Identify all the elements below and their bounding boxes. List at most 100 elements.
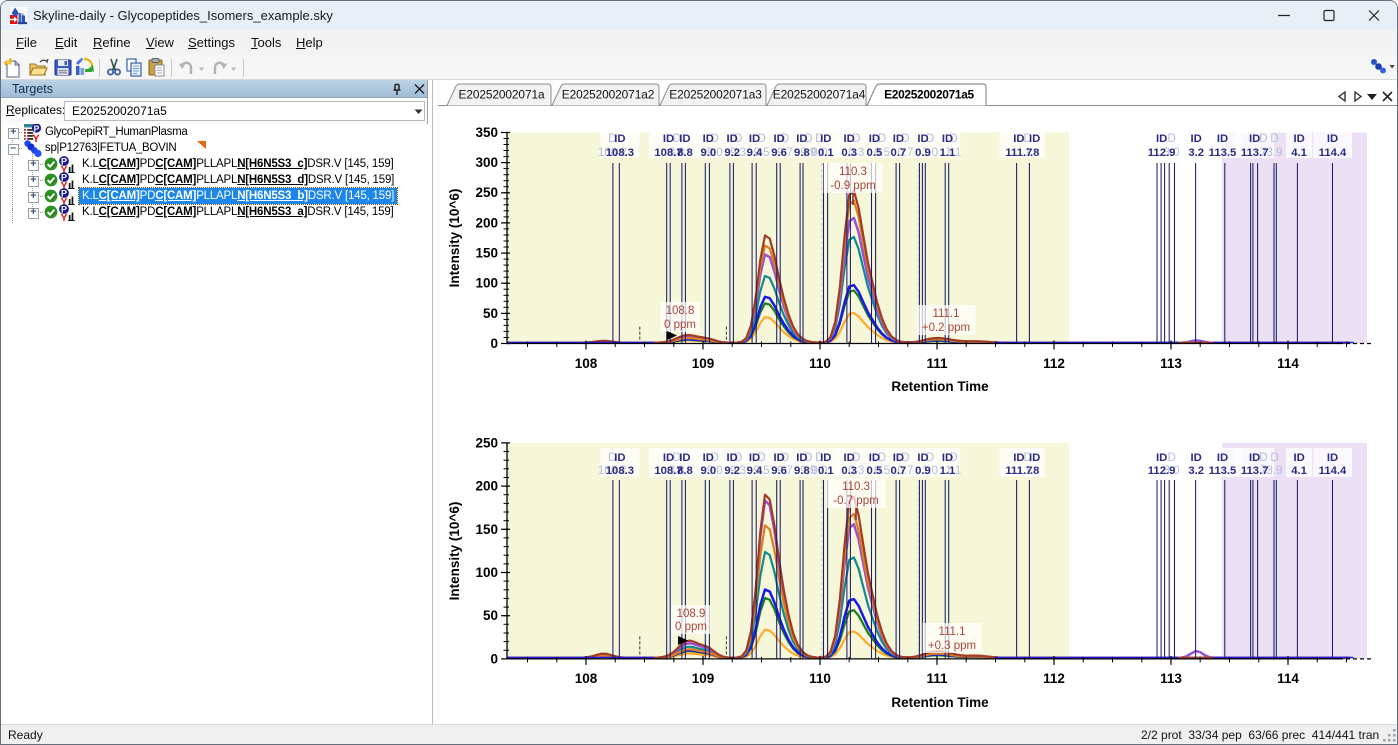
svg-text:0.1: 0.1 <box>818 147 834 159</box>
svg-text:150: 150 <box>475 246 498 261</box>
svg-text:0.1: 0.1 <box>818 465 834 477</box>
svg-text:D: D <box>878 452 886 464</box>
svg-text:109: 109 <box>692 356 715 371</box>
svg-text:ID: ID <box>893 133 904 145</box>
svg-text:350: 350 <box>475 125 498 140</box>
svg-text:ID: ID <box>1249 133 1260 145</box>
svg-text:108.2: 108.2 <box>598 147 627 159</box>
svg-text:111.1: 111.1 <box>932 308 959 320</box>
svg-text:3.0: 3.0 <box>1164 465 1180 477</box>
svg-text:ID: ID <box>1327 133 1338 145</box>
svg-text:0.3: 0.3 <box>841 147 857 159</box>
svg-text:ID: ID <box>820 452 831 464</box>
svg-text:111: 111 <box>926 356 948 371</box>
svg-text:108.9: 108.9 <box>677 608 706 620</box>
svg-text:ID: ID <box>614 452 625 464</box>
svg-text:ID: ID <box>663 452 674 464</box>
svg-text:8.8: 8.8 <box>677 465 693 477</box>
svg-text:250: 250 <box>475 435 498 450</box>
svg-text:0.5: 0.5 <box>874 147 890 159</box>
svg-text:3.8: 3.8 <box>669 147 685 159</box>
svg-text:ID: ID <box>1293 133 1304 145</box>
svg-text:+0.2 ppm: +0.2 ppm <box>922 322 970 334</box>
svg-text:108.7: 108.7 <box>654 147 682 159</box>
svg-text:-0.9 ppm: -0.9 ppm <box>830 180 875 192</box>
svg-text:ID: ID <box>942 452 953 464</box>
svg-text:9.9: 9.9 <box>800 465 816 477</box>
svg-text:D: D <box>901 133 909 145</box>
svg-text:110.3: 110.3 <box>842 481 870 493</box>
svg-text:108.2: 108.2 <box>598 465 627 477</box>
svg-text:109: 109 <box>692 671 715 686</box>
svg-text:D: D <box>949 133 957 145</box>
svg-text:D: D <box>781 133 789 145</box>
svg-text:D: D <box>1270 452 1278 464</box>
svg-text:0.7: 0.7 <box>897 465 913 477</box>
svg-text:1.1: 1.1 <box>940 147 956 159</box>
svg-text:E20252002071a: E20252002071a <box>459 88 545 102</box>
svg-text:ID: ID <box>679 133 690 145</box>
svg-text:108.3: 108.3 <box>606 465 634 477</box>
svg-text:D: D <box>901 452 909 464</box>
svg-text:110: 110 <box>809 356 831 371</box>
svg-text:0.3: 0.3 <box>848 147 864 159</box>
svg-text:D: D <box>878 133 886 145</box>
svg-text:3.2: 3.2 <box>1188 147 1204 159</box>
svg-text:+0.3 ppm: +0.3 ppm <box>928 640 976 652</box>
svg-text:9.2: 9.2 <box>724 465 740 477</box>
svg-text:9.4: 9.4 <box>747 147 763 159</box>
svg-text:9.7: 9.7 <box>777 147 793 159</box>
svg-text:0.7: 0.7 <box>891 465 907 477</box>
svg-text:1: 1 <box>1024 147 1030 159</box>
svg-text:D: D <box>1259 133 1267 145</box>
svg-text:Y: Y <box>60 180 67 190</box>
svg-text:Y: Y <box>60 196 67 206</box>
svg-text:ID: ID <box>917 133 928 145</box>
svg-text:113.7: 113.7 <box>1241 465 1269 477</box>
svg-text:9.8: 9.8 <box>794 147 810 159</box>
svg-text:ID: ID <box>1327 452 1338 464</box>
svg-text:0.3: 0.3 <box>848 465 864 477</box>
svg-text:ID: ID <box>1156 133 1167 145</box>
svg-text:112.9: 112.9 <box>1148 465 1176 477</box>
svg-text:0 ppm: 0 ppm <box>664 319 696 331</box>
svg-text:ID: ID <box>796 452 807 464</box>
svg-text:110: 110 <box>809 671 831 686</box>
svg-text:9.0: 9.0 <box>707 147 723 159</box>
svg-text:300: 300 <box>475 155 498 170</box>
svg-text:D: D <box>926 133 934 145</box>
svg-text:9.3: 9.3 <box>730 465 746 477</box>
svg-text:ID: ID <box>727 133 738 145</box>
svg-text:113.7: 113.7 <box>1241 147 1269 159</box>
svg-text:Y: Y <box>60 212 67 222</box>
svg-text:108.8: 108.8 <box>666 305 695 317</box>
svg-text:ID: ID <box>1217 133 1228 145</box>
svg-text:Intensity (10^6): Intensity (10^6) <box>447 189 462 288</box>
svg-text:ID: ID <box>679 452 690 464</box>
svg-text:ID: ID <box>703 133 714 145</box>
svg-text:Retention Time: Retention Time <box>891 379 989 394</box>
svg-text:D: D <box>734 133 742 145</box>
svg-text:D: D <box>757 452 765 464</box>
svg-text:D: D <box>852 452 860 464</box>
svg-text:0.5: 0.5 <box>874 465 890 477</box>
svg-text:114: 114 <box>1277 671 1299 686</box>
svg-text:D: D <box>1024 452 1032 464</box>
svg-text:.8: .8 <box>1030 147 1039 159</box>
svg-text:D: D <box>815 133 823 145</box>
svg-text:108: 108 <box>575 671 598 686</box>
svg-text:3.9: 3.9 <box>1267 465 1283 477</box>
svg-text:D: D <box>1024 133 1032 145</box>
svg-text:113.5: 113.5 <box>1209 147 1237 159</box>
svg-text:ID: ID <box>773 452 784 464</box>
svg-text:9.6: 9.6 <box>771 465 787 477</box>
svg-text:113: 113 <box>1160 356 1182 371</box>
svg-text:D: D <box>1167 452 1175 464</box>
svg-text:9.8: 9.8 <box>794 465 810 477</box>
svg-text:3.8: 3.8 <box>669 465 685 477</box>
svg-text:P: P <box>61 156 67 166</box>
svg-text:D: D <box>804 133 812 145</box>
svg-text:9.5: 9.5 <box>754 465 770 477</box>
svg-text:D: D <box>1259 452 1267 464</box>
svg-text:1: 1 <box>1024 465 1030 477</box>
